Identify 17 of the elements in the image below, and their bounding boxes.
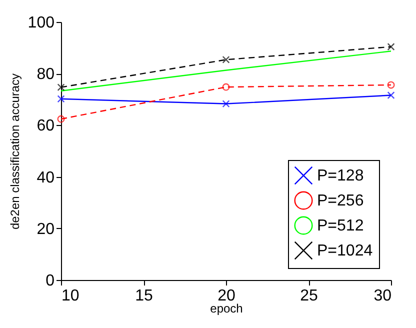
x-tick-label: 25 <box>300 288 318 304</box>
y-tick-label: 60 <box>36 118 55 135</box>
y-tick-label: 80 <box>36 66 55 84</box>
legend-label: P=128 <box>317 168 364 184</box>
y-tick-label: 0 <box>46 272 55 290</box>
x-tick-label: 30 <box>374 288 392 304</box>
legend-label: P=512 <box>317 218 364 234</box>
x-tick-label: 10 <box>62 288 80 304</box>
x-axis-title: epoch <box>210 302 243 316</box>
y-axis-title: de2en classification accuracy <box>8 73 22 230</box>
x-tick-label: 15 <box>135 288 153 304</box>
legend-label: P=256 <box>317 192 364 210</box>
y-tick-label: 100 <box>28 14 55 32</box>
legend-label: P=1024 <box>317 242 373 260</box>
y-tick-label: 20 <box>36 220 55 238</box>
y-tick-label: 40 <box>36 169 55 186</box>
x-tick-label: 20 <box>218 288 236 304</box>
